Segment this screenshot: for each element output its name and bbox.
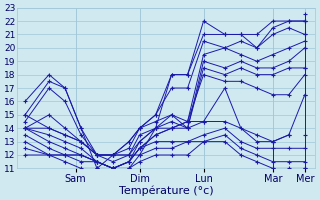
X-axis label: Température (°c): Température (°c) [119,185,213,196]
